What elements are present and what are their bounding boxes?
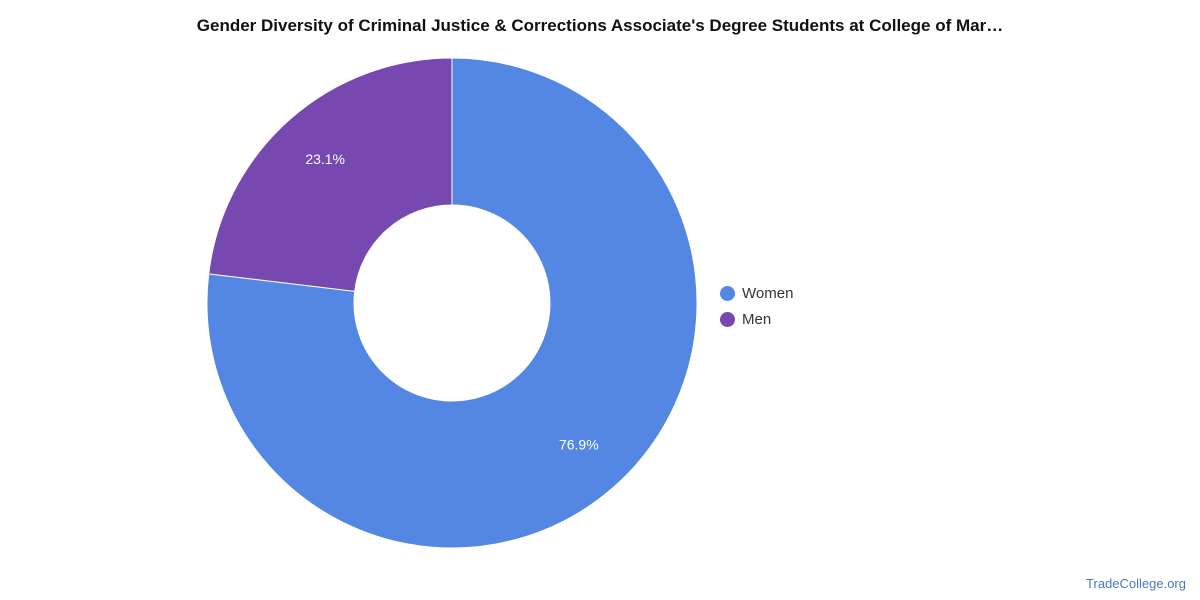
chart-title: Gender Diversity of Criminal Justice & C…	[196, 16, 1004, 35]
legend-item-men[interactable]: Men	[720, 306, 793, 332]
legend-swatch-women	[720, 285, 735, 301]
legend: Women Men	[720, 280, 793, 332]
legend-label-men: Men	[742, 310, 772, 328]
legend-label-women: Women	[742, 284, 794, 302]
legend-item-women[interactable]: Women	[720, 280, 793, 306]
slice-women[interactable]	[206, 57, 698, 549]
slice-label-men: 23.1%	[305, 151, 345, 167]
slice-men[interactable]	[208, 57, 453, 292]
slice-label-women: 76.9%	[559, 437, 599, 453]
watermark-link[interactable]: TradeCollege.org	[1086, 576, 1186, 591]
legend-swatch-men	[720, 311, 735, 327]
